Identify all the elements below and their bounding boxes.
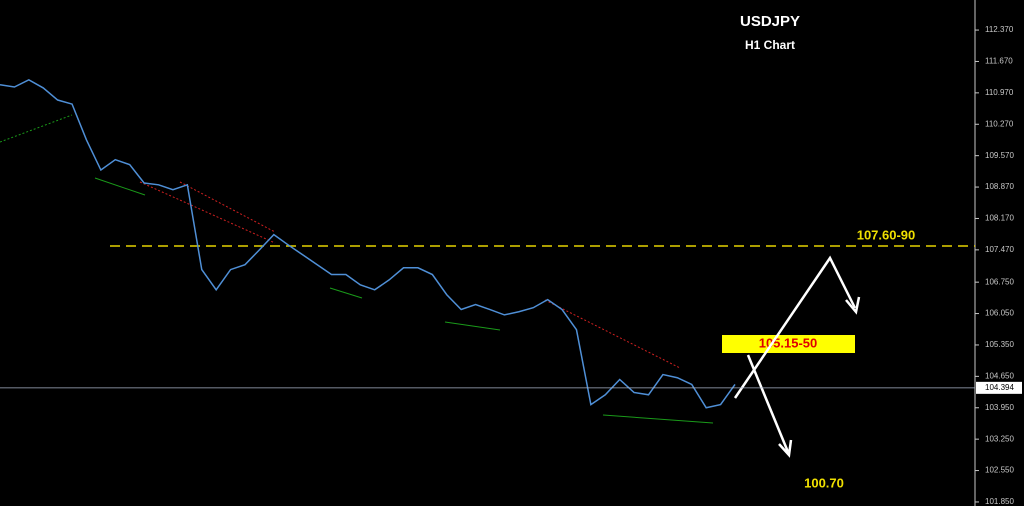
y-tick-label: 103.250	[985, 434, 1014, 443]
target-label: 100.70	[804, 475, 844, 490]
arrowhead	[845, 296, 861, 315]
y-tick-label: 112.370	[985, 25, 1014, 34]
trendline	[0, 114, 73, 143]
pivot-label: 105.15-50	[759, 335, 818, 350]
y-tick-label: 101.850	[985, 497, 1014, 506]
trendline	[329, 287, 363, 299]
y-tick-label: 106.050	[985, 309, 1014, 318]
trendline	[544, 299, 681, 369]
y-tick-label: 106.750	[985, 277, 1014, 286]
y-tick-label: 105.350	[985, 340, 1014, 349]
y-tick-label: 111.670	[985, 57, 1013, 66]
trendline	[94, 177, 146, 196]
arrowhead	[778, 439, 793, 458]
trendline	[139, 181, 276, 244]
trendlines	[0, 114, 714, 424]
current-price-label: 104.394	[985, 383, 1014, 392]
chart-title: USDJPY	[740, 13, 800, 30]
y-tick-label: 104.650	[985, 371, 1014, 380]
y-tick-label: 102.550	[985, 466, 1014, 475]
chart-subtitle: H1 Chart	[745, 38, 795, 52]
trendline	[444, 321, 501, 331]
current-price-box	[976, 381, 1022, 394]
scenario-arrows	[733, 255, 861, 458]
trendline	[179, 181, 276, 233]
arrow	[733, 255, 857, 399]
resistance-label: 107.60-90	[857, 227, 916, 242]
y-tick-label: 110.270	[985, 119, 1014, 128]
y-tick-label: 107.470	[985, 245, 1014, 254]
trendline	[602, 414, 714, 424]
y-tick-label: 103.950	[985, 403, 1014, 412]
y-tick-label: 110.970	[985, 88, 1014, 97]
pivot-box	[722, 335, 855, 353]
y-tick-label: 109.570	[985, 151, 1014, 160]
arrow	[746, 354, 790, 453]
y-tick-label: 108.870	[985, 182, 1014, 191]
y-tick-label: 108.170	[985, 214, 1014, 223]
price-line	[0, 78, 736, 409]
